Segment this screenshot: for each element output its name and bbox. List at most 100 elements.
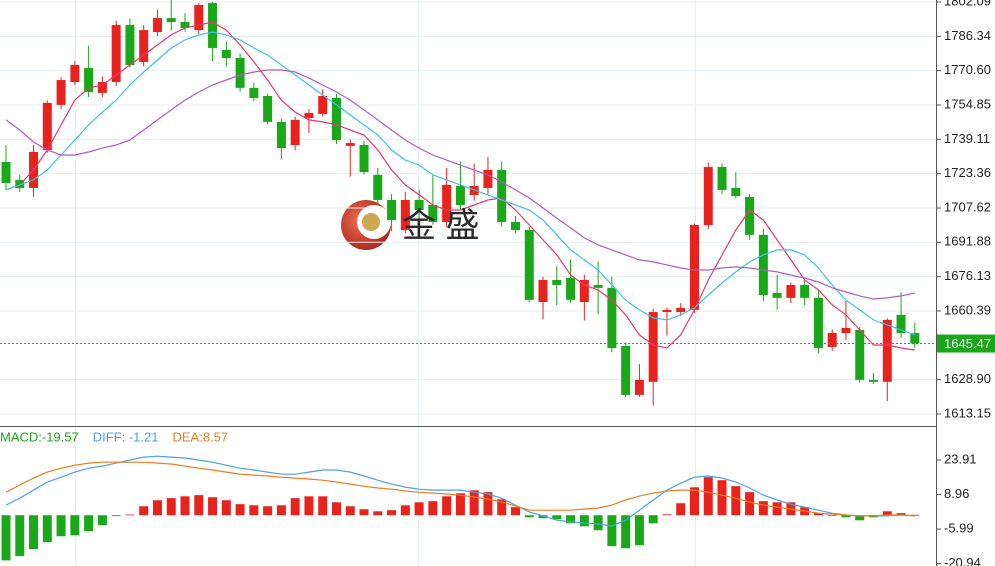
y-tick-label: -20.94	[944, 555, 981, 566]
y-tick-label: 1613.15	[944, 405, 991, 420]
logo	[341, 200, 391, 250]
candle-body	[772, 292, 782, 298]
y-tick-label: 1691.88	[944, 234, 991, 249]
macd-bar	[676, 503, 686, 516]
candle-body	[552, 279, 562, 286]
candle-body	[621, 345, 631, 395]
macd-bar	[359, 509, 369, 516]
line-series	[5, 455, 915, 527]
line-series	[5, 21, 915, 351]
macd-bar	[593, 515, 603, 531]
macd-bar	[469, 490, 479, 516]
candle-body	[400, 199, 410, 231]
macd-bar	[510, 507, 520, 516]
candle-body	[152, 18, 162, 33]
candle-body	[717, 167, 727, 190]
y-tick-label: 8.96	[944, 486, 969, 501]
macd-bar	[910, 514, 920, 516]
macd-bar	[166, 498, 176, 516]
candle-body	[304, 112, 314, 118]
candle-body	[510, 221, 520, 231]
macd-bar	[70, 515, 80, 536]
candle-body	[827, 332, 837, 347]
macd-bar	[772, 502, 782, 516]
macd-bar	[42, 515, 52, 543]
macd-bar	[304, 496, 314, 516]
candle-body	[318, 95, 328, 115]
indicator-label: MACD:-19.57	[0, 429, 79, 444]
candle-body	[15, 179, 25, 188]
macd-bar	[111, 515, 121, 517]
macd-bar	[400, 505, 410, 516]
macd-bar	[745, 492, 755, 516]
candle-body	[180, 22, 190, 28]
macd-bar	[276, 505, 286, 516]
macd-bar	[607, 515, 617, 547]
candle-body	[387, 199, 397, 221]
macd-bar	[221, 500, 231, 516]
macd-bar	[855, 515, 865, 521]
indicator-label: DIFF: -1.21	[93, 429, 159, 444]
line-series	[5, 461, 915, 517]
macd-bar	[235, 504, 245, 516]
macd-bar	[15, 515, 25, 557]
candle-body	[414, 199, 424, 210]
candle-body	[566, 278, 576, 300]
macd-bar	[56, 515, 66, 537]
macd-bar	[152, 500, 162, 516]
candle-body	[497, 169, 507, 222]
candle-body	[442, 184, 452, 222]
y-tick-label: 1707.62	[944, 199, 991, 214]
candle-body	[593, 285, 603, 288]
macd-bar	[813, 513, 823, 516]
candle-body	[910, 332, 920, 344]
candle-body	[703, 167, 713, 226]
y-tick-label: 1628.90	[944, 371, 991, 386]
candle-body	[84, 68, 94, 93]
candle-body	[139, 30, 149, 62]
candle-body	[194, 5, 204, 31]
y-tick-label: 1770.60	[944, 62, 991, 77]
macd-bar	[1, 515, 11, 561]
y-tick-label: 1786.34	[944, 28, 991, 43]
macd-bar	[579, 515, 589, 527]
macd-bar	[208, 497, 218, 516]
macd-bar	[497, 499, 507, 516]
macd-bar	[29, 515, 39, 550]
candle-body	[125, 25, 135, 65]
y-tick-label: 23.91	[944, 451, 977, 466]
candle-body	[813, 297, 823, 349]
macd-bar	[483, 492, 493, 516]
candle-body	[70, 64, 80, 82]
y-tick-label: 1660.39	[944, 302, 991, 317]
y-tick-label: 1739.11	[944, 131, 990, 146]
candle-body	[56, 80, 66, 105]
watermark: 金 盛	[402, 207, 479, 245]
candle-body	[855, 329, 865, 380]
macd-bar	[717, 480, 727, 516]
candle-body	[263, 95, 273, 122]
logo-coin	[362, 213, 380, 231]
current-price-label: 1645.47	[944, 336, 991, 351]
candle-body	[745, 196, 755, 235]
candle-body	[331, 97, 341, 140]
macd-bar	[180, 496, 190, 516]
macd-bar	[731, 486, 741, 516]
candle-body	[1, 162, 11, 183]
candle-body	[634, 379, 644, 395]
candle-body	[841, 327, 851, 333]
candle-body	[359, 145, 369, 173]
candle-body	[111, 25, 121, 82]
candle-body	[538, 279, 548, 303]
candle-body	[800, 285, 810, 298]
indicator-label: DEA:8.57	[173, 429, 229, 444]
candle-body	[483, 169, 493, 188]
macd-bar	[331, 502, 341, 516]
candle-body	[345, 143, 355, 146]
macd-bar	[442, 496, 452, 516]
candle-body	[758, 234, 768, 296]
macd-bar	[552, 515, 562, 520]
macd-bar	[538, 515, 548, 519]
